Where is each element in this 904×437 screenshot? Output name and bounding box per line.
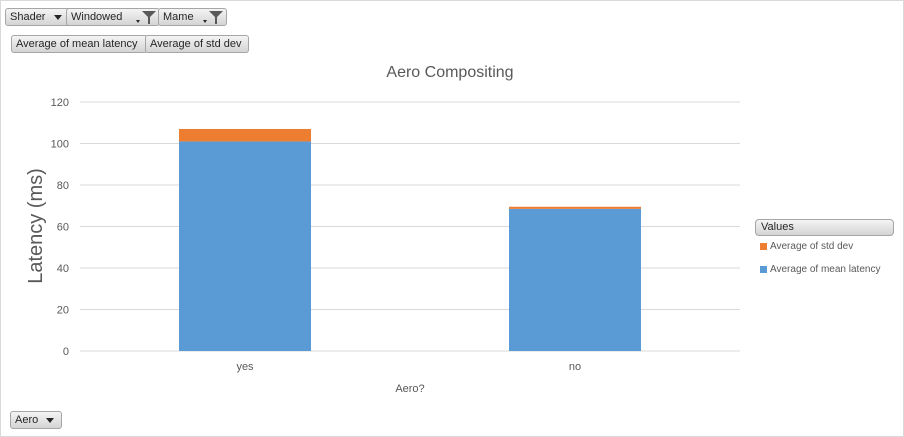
y-tick-label: 40 xyxy=(57,263,69,275)
y-tick-label: 20 xyxy=(57,305,69,317)
windowed-filter-button[interactable]: Windowed xyxy=(66,8,160,26)
bar-std-dev xyxy=(509,206,641,209)
y-tick-label: 120 xyxy=(51,97,69,109)
bar-mean-latency xyxy=(179,141,311,351)
legend-title[interactable]: Values xyxy=(755,219,894,236)
x-tick-label: no xyxy=(569,361,581,373)
shader-filter-label: Shader xyxy=(10,11,46,23)
mame-filter-button[interactable]: Mame xyxy=(158,8,227,26)
filter-funnel-icon xyxy=(203,11,223,24)
mame-filter-label: Mame xyxy=(163,11,194,23)
bar-mean-latency xyxy=(509,208,641,351)
y-tick-label: 80 xyxy=(57,180,69,192)
aero-axis-filter-label: Aero xyxy=(15,414,39,426)
bar-std-dev xyxy=(179,128,311,142)
x-tick-label: yes xyxy=(236,361,254,373)
legend-label-std-dev: Average of std dev xyxy=(770,241,854,252)
legend-swatch-mean-latency xyxy=(760,266,767,273)
y-tick-label: 60 xyxy=(57,222,69,234)
std-dev-value-label: Average of std dev xyxy=(150,38,242,50)
chart-title: Aero Compositing xyxy=(386,64,514,81)
mean-latency-value-button[interactable]: Average of mean latency xyxy=(11,35,148,53)
aero-axis-filter-button[interactable]: Aero xyxy=(10,411,62,429)
y-axis-title: Latency (ms) xyxy=(25,168,47,284)
filter-funnel-icon xyxy=(136,11,156,24)
y-tick-label: 0 xyxy=(63,346,69,358)
dropdown-arrow-icon xyxy=(54,15,62,20)
std-dev-value-button[interactable]: Average of std dev xyxy=(145,35,249,53)
x-axis-title: Aero? xyxy=(395,383,424,395)
dropdown-arrow-icon xyxy=(46,418,54,423)
legend-swatch-std-dev xyxy=(760,243,767,250)
y-tick-label: 100 xyxy=(51,139,69,151)
mean-latency-value-label: Average of mean latency xyxy=(16,38,138,50)
legend-label-mean-latency: Average of mean latency xyxy=(770,264,881,275)
shader-filter-button[interactable]: Shader xyxy=(5,8,73,26)
windowed-filter-label: Windowed xyxy=(71,11,123,23)
